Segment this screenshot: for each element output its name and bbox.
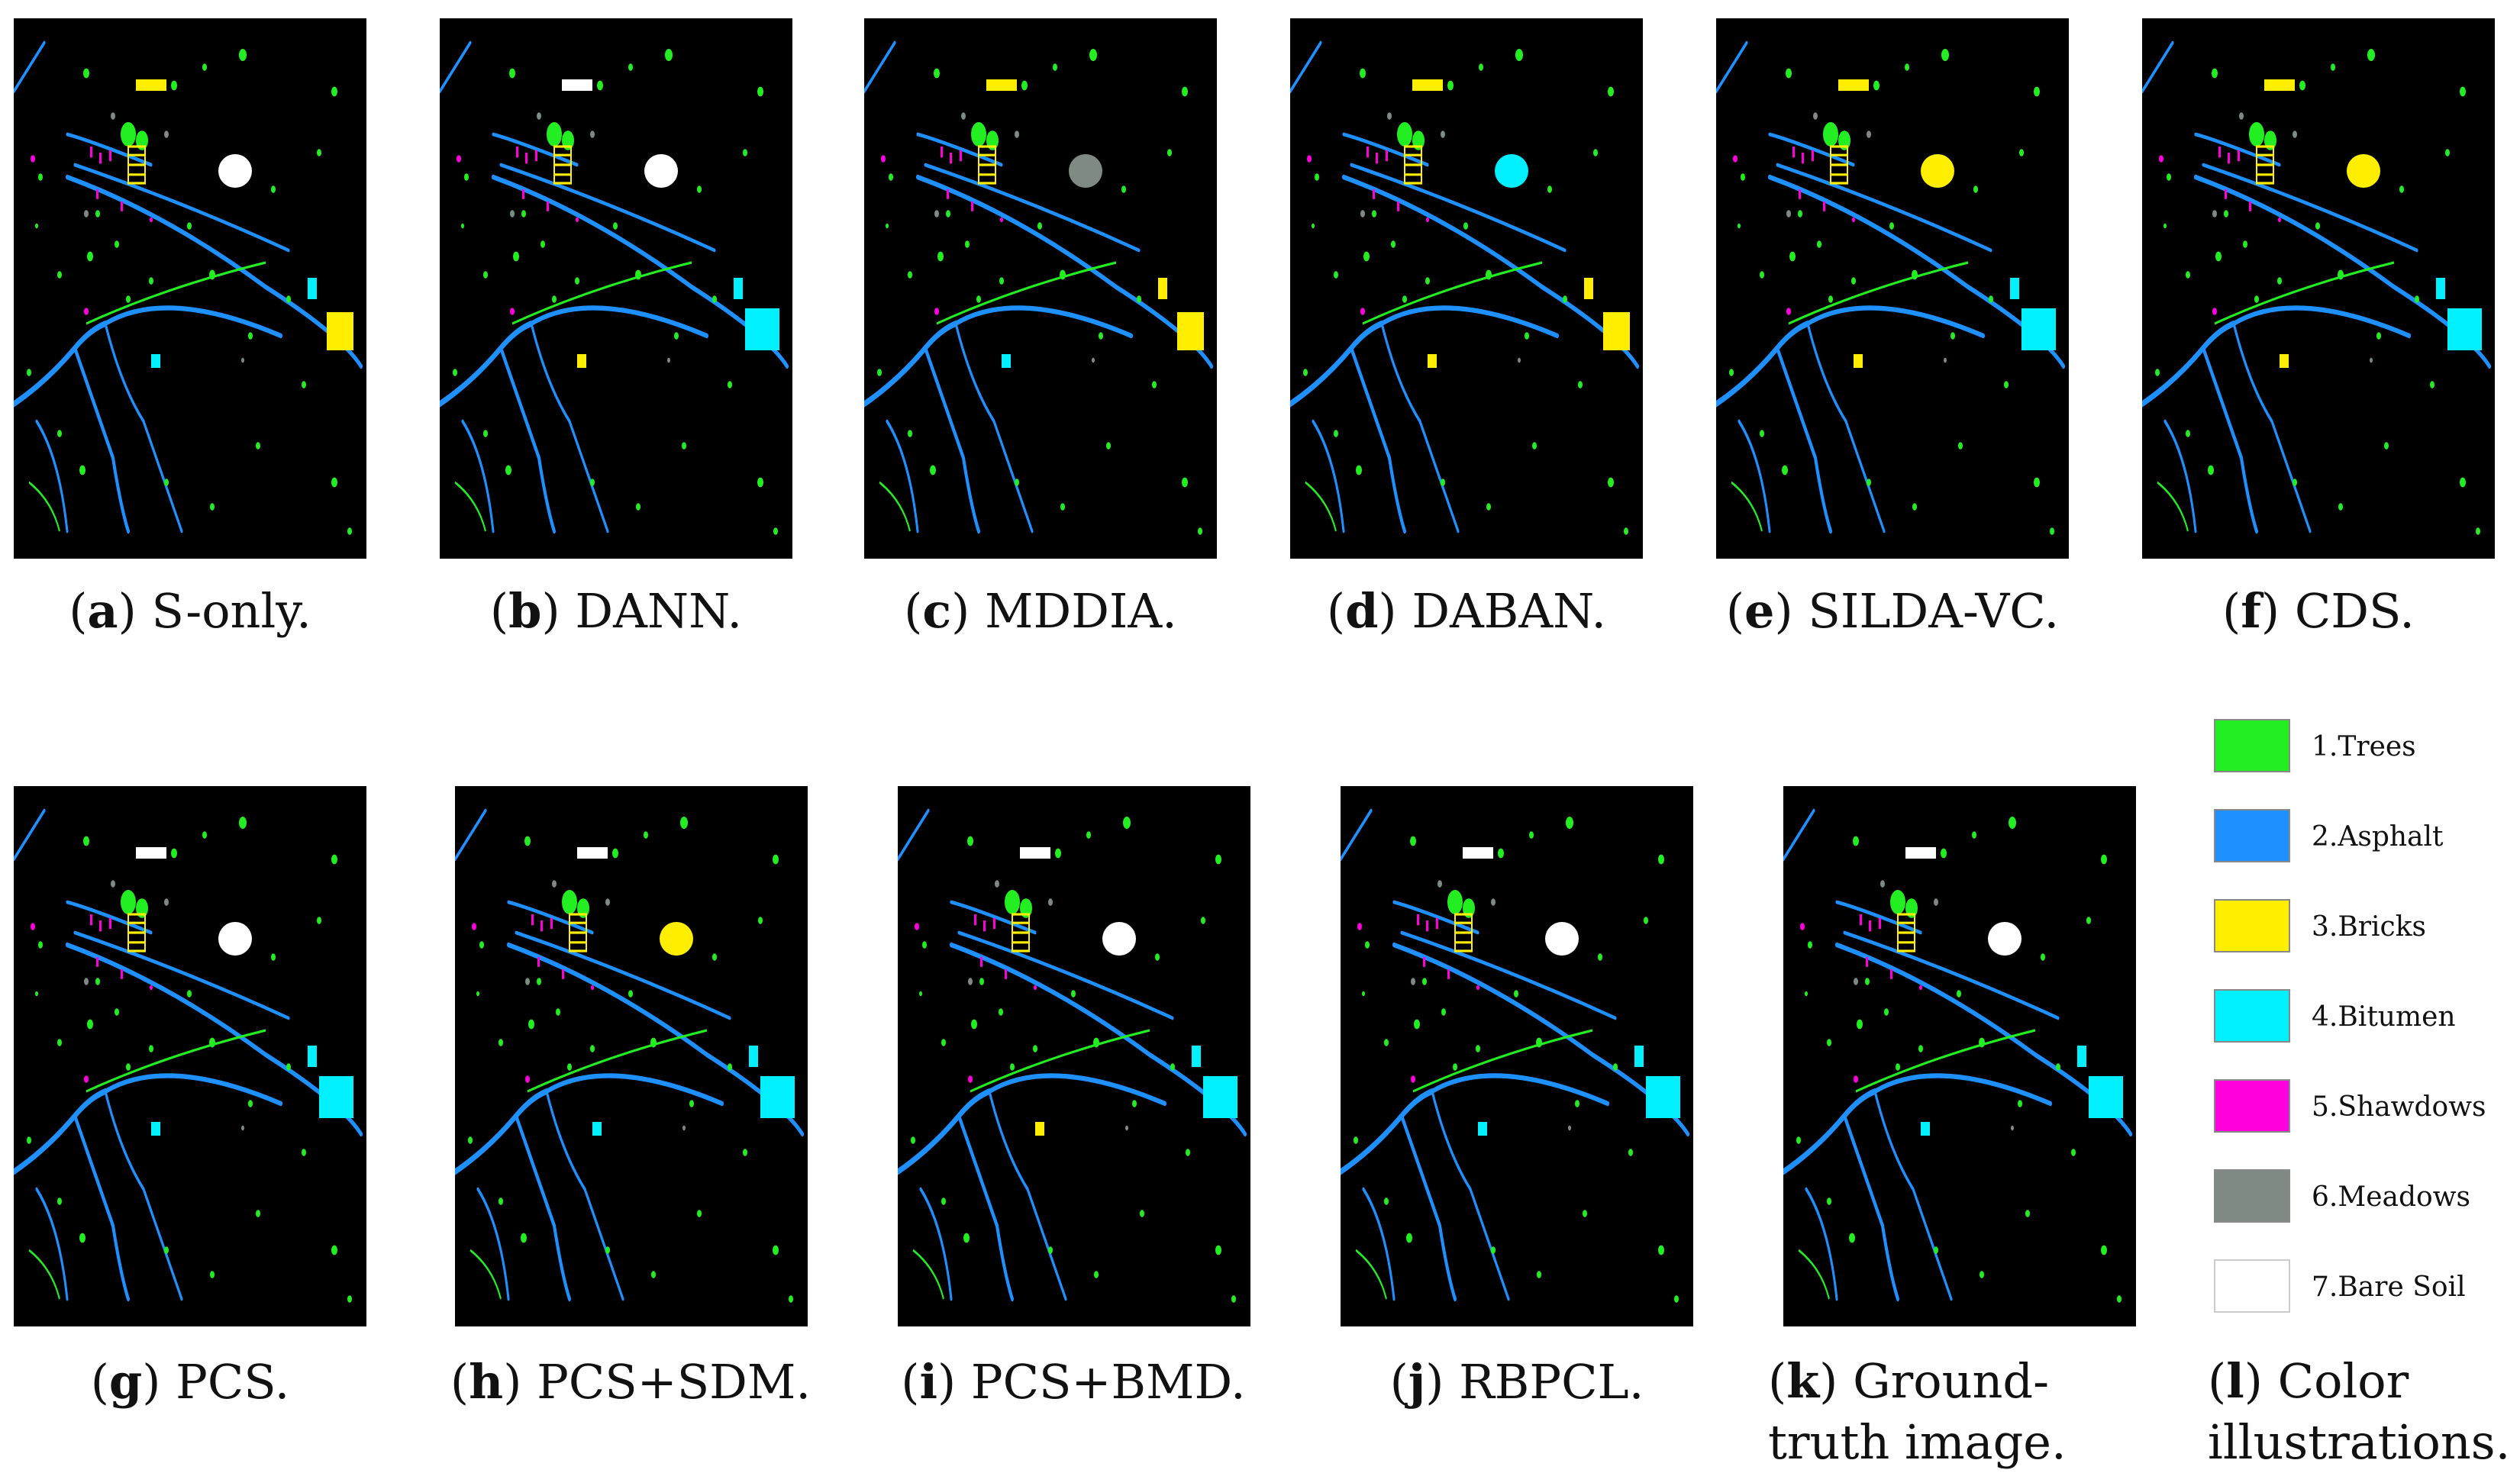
legend-item-bare-soil: 7.Bare Soil: [2214, 1259, 2504, 1313]
map-panel-j: [1341, 786, 1693, 1326]
caption-h: (h) PCS+SDM.: [450, 1354, 811, 1410]
map-panel-b: [440, 18, 792, 559]
legend-swatch-bricks: [2214, 899, 2290, 952]
legend-item-bitumen: 4.Bitumen: [2214, 989, 2504, 1043]
map-panel-a: [14, 18, 366, 559]
map-panel-h: [455, 786, 808, 1326]
map-panel-d: [1290, 18, 1643, 559]
caption-a: (a) S-only.: [69, 583, 311, 639]
caption-j: (j) RBPCL.: [1389, 1354, 1644, 1410]
legend-item-bricks: 3.Bricks: [2214, 899, 2504, 952]
legend-label: 1.Trees: [2312, 731, 2416, 762]
caption-c: (c) MDDIA.: [904, 583, 1177, 639]
map-panel-k: [1783, 786, 2136, 1326]
legend-swatch-shadows: [2214, 1079, 2290, 1133]
caption-d: (d) DABAN.: [1326, 583, 1607, 639]
legend-label: 4.Bitumen: [2312, 1001, 2456, 1033]
map-panel-e: [1716, 18, 2069, 559]
map-panel-c: [864, 18, 1217, 559]
caption-f: (f) CDS.: [2222, 583, 2415, 639]
legend-swatch-bitumen: [2214, 989, 2290, 1043]
legend-swatch-bare-soil: [2214, 1259, 2290, 1313]
legend-label: 7.Bare Soil: [2312, 1272, 2466, 1303]
legend-label: 2.Asphalt: [2312, 821, 2444, 853]
legend-item-shadows: 5.Shawdows: [2214, 1079, 2504, 1133]
caption-l: (l) Color illustrations.: [2208, 1353, 2511, 1470]
caption-e: (e) SILDA-VC.: [1725, 583, 2060, 639]
caption-g: (g) PCS.: [90, 1354, 290, 1410]
legend-label: 3.Bricks: [2312, 911, 2426, 943]
legend-label: 5.Shawdows: [2312, 1091, 2486, 1123]
caption-i: (i) PCS+BMD.: [901, 1354, 1246, 1410]
map-panel-f: [2142, 18, 2495, 559]
caption-b: (b) DANN.: [489, 583, 743, 639]
legend-label: 6.Meadows: [2312, 1181, 2470, 1213]
legend-swatch-asphalt: [2214, 809, 2290, 862]
map-panel-g: [14, 786, 366, 1326]
caption-k: (k) Ground-truth image.: [1768, 1353, 2067, 1470]
legend-swatch-trees: [2214, 719, 2290, 772]
map-panel-i: [898, 786, 1250, 1326]
legend-swatch-meadows: [2214, 1169, 2290, 1223]
legend-item-trees: 1.Trees: [2214, 719, 2504, 772]
legend-item-meadows: 6.Meadows: [2214, 1169, 2504, 1223]
legend-item-asphalt: 2.Asphalt: [2214, 809, 2504, 862]
